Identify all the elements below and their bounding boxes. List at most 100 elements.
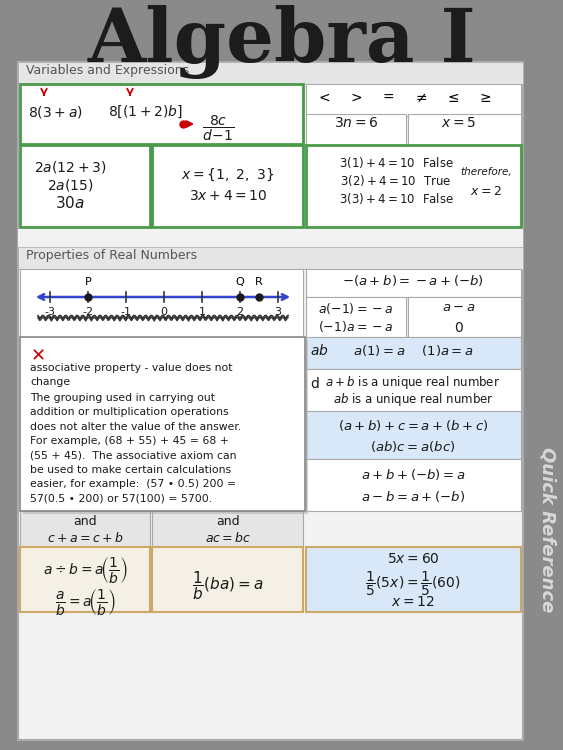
Text: $x = 2$: $x = 2$ (470, 185, 502, 198)
Text: $a(-1) = -a$: $a(-1) = -a$ (318, 301, 394, 316)
Text: $a(1) = a\ \ \ \ (1)a = a$: $a(1) = a\ \ \ \ (1)a = a$ (352, 343, 473, 358)
FancyBboxPatch shape (20, 459, 303, 511)
Text: and: and (73, 515, 97, 528)
Text: $3x + 4 = 10$: $3x + 4 = 10$ (189, 189, 267, 203)
Text: $c + a = c + b$: $c + a = c + b$ (47, 531, 123, 545)
Text: therefore,: therefore, (460, 167, 512, 177)
Text: $\dfrac{8c}{d\!-\!1}$: $\dfrac{8c}{d\!-\!1}$ (202, 114, 234, 143)
Text: $3(1) + 4 = 10\ \ \mathrm{False}$: $3(1) + 4 = 10\ \ \mathrm{False}$ (338, 155, 453, 170)
FancyBboxPatch shape (306, 547, 521, 612)
Text: $ab$: $ab$ (310, 343, 329, 358)
FancyBboxPatch shape (20, 269, 303, 337)
FancyBboxPatch shape (306, 369, 521, 411)
Text: $0$: $0$ (454, 321, 464, 335)
Text: $3 = 9 + 3$: $3 = 9 + 3$ (243, 481, 298, 494)
Text: 3: 3 (275, 307, 282, 317)
FancyBboxPatch shape (306, 84, 521, 116)
Text: $\dfrac{a}{b} = a\!\left(\dfrac{1}{b}\right)$: $\dfrac{a}{b} = a\!\left(\dfrac{1}{b}\ri… (55, 587, 115, 617)
FancyBboxPatch shape (18, 247, 523, 269)
FancyBboxPatch shape (20, 547, 150, 612)
Text: The grouping used in carrying out
addition or multiplication operations
does not: The grouping used in carrying out additi… (30, 393, 242, 504)
Text: $8[(1+2)b]$: $8[(1+2)b]$ (108, 104, 183, 120)
Text: $ab$: $ab$ (119, 343, 138, 358)
FancyBboxPatch shape (18, 62, 523, 84)
Text: $(ab)c = a(bc)$: $(ab)c = a(bc)$ (370, 439, 455, 454)
FancyBboxPatch shape (20, 145, 150, 227)
Text: 1: 1 (23, 479, 31, 492)
FancyBboxPatch shape (306, 114, 406, 146)
Text: a: a (35, 374, 44, 388)
Text: associative property - value does not: associative property - value does not (30, 363, 233, 373)
Text: $x = 12$: $x = 12$ (391, 595, 435, 609)
FancyBboxPatch shape (306, 297, 406, 337)
FancyBboxPatch shape (20, 84, 303, 144)
Text: and: and (216, 515, 240, 528)
FancyBboxPatch shape (152, 511, 303, 547)
Text: $\neq$: $\neq$ (413, 91, 427, 105)
FancyBboxPatch shape (20, 337, 60, 369)
Text: -3: -3 (44, 307, 56, 317)
Text: $\dfrac{1}{b}(ba) = a$: $\dfrac{1}{b}(ba) = a$ (192, 569, 264, 602)
FancyBboxPatch shape (408, 297, 521, 337)
Text: $)= 9$: $)= 9$ (269, 463, 298, 478)
Text: d: d (310, 377, 319, 391)
Text: $2a(15)$: $2a(15)$ (47, 177, 93, 193)
Text: $-(a+b) = -a+(-b)$: $-(a+b) = -a+(-b)$ (342, 273, 484, 288)
FancyBboxPatch shape (306, 337, 521, 369)
Text: $3n = 6$: $3n = 6$ (334, 116, 378, 130)
Text: Properties of Real Numbers: Properties of Real Numbers (26, 249, 197, 262)
FancyBboxPatch shape (62, 369, 303, 411)
FancyBboxPatch shape (20, 511, 150, 547)
Text: $ac = bc$: $ac = bc$ (205, 531, 251, 545)
Text: $x = \{1,\ 2,\ 3\}$: $x = \{1,\ 2,\ 3\}$ (181, 167, 275, 183)
Text: $(a + b) + c = a + (b + c)$: $(a + b) + c = a + (b + c)$ (338, 418, 488, 433)
FancyBboxPatch shape (306, 145, 521, 227)
Text: $a + b + (-b) = a$: $a + b + (-b) = a$ (361, 467, 465, 482)
Text: $3(2) + 4 = 10\ \ \mathrm{True}$: $3(2) + 4 = 10\ \ \mathrm{True}$ (341, 173, 452, 188)
FancyBboxPatch shape (18, 62, 523, 740)
FancyBboxPatch shape (20, 337, 305, 511)
Text: $x = 12$: $x = 12$ (258, 499, 298, 512)
Text: $\dfrac{1}{5}(5x) = \dfrac{1}{5}(60)$: $\dfrac{1}{5}(5x) = \dfrac{1}{5}(60)$ (365, 570, 461, 598)
Text: Q: Q (236, 277, 244, 287)
Text: $a+b$ is a unique real number: $a+b$ is a unique real number (325, 374, 501, 391)
Text: >: > (350, 91, 362, 105)
Text: $ab$ is a unique real number: $ab$ is a unique real number (333, 391, 493, 408)
Text: 2: 2 (236, 307, 244, 317)
Text: <: < (318, 91, 330, 105)
FancyBboxPatch shape (152, 145, 303, 227)
Text: $30a$: $30a$ (55, 195, 85, 211)
Text: $3(3) + 4 = 10\ \ \mathrm{False}$: $3(3) + 4 = 10\ \ \mathrm{False}$ (338, 191, 453, 206)
FancyBboxPatch shape (152, 547, 303, 612)
Text: Variables and Expressions: Variables and Expressions (26, 64, 189, 77)
Text: =: = (382, 91, 394, 105)
FancyBboxPatch shape (20, 369, 60, 411)
Text: S: S (23, 461, 31, 474)
Text: P: P (84, 277, 91, 287)
Text: $x = 5$: $x = 5$ (441, 116, 477, 130)
Text: $a - b = a + (-b)$: $a - b = a + (-b)$ (361, 489, 465, 504)
Text: 0: 0 (160, 307, 168, 317)
FancyBboxPatch shape (62, 337, 303, 369)
Text: $a - a$: $a - a$ (442, 301, 476, 314)
Text: $8(3+a)$: $8(3+a)$ (28, 104, 83, 120)
Text: $a \div b = a\!\left(\dfrac{1}{b}\right)$: $a \div b = a\!\left(\dfrac{1}{b}\right)… (43, 555, 127, 585)
Text: $|a|$: $|a|$ (31, 343, 49, 361)
Text: Quick Reference: Quick Reference (539, 447, 557, 613)
Text: change: change (30, 377, 70, 387)
FancyBboxPatch shape (23, 340, 308, 514)
Text: $\geq$: $\geq$ (476, 91, 491, 105)
Text: $5x = 60$: $5x = 60$ (387, 552, 439, 566)
Text: -1: -1 (120, 307, 132, 317)
Text: 0: 0 (35, 391, 44, 405)
Text: Algebra I: Algebra I (88, 5, 476, 79)
FancyBboxPatch shape (306, 269, 521, 297)
Text: $\leq$: $\leq$ (445, 91, 459, 105)
Text: ✕: ✕ (30, 347, 46, 365)
Text: R: R (255, 277, 263, 287)
Text: $2a(12+3)$: $2a(12+3)$ (34, 159, 106, 175)
Text: -2: -2 (82, 307, 93, 317)
Text: 1: 1 (199, 307, 205, 317)
Text: $(-1)a = -a$: $(-1)a = -a$ (318, 319, 394, 334)
FancyBboxPatch shape (306, 459, 521, 511)
